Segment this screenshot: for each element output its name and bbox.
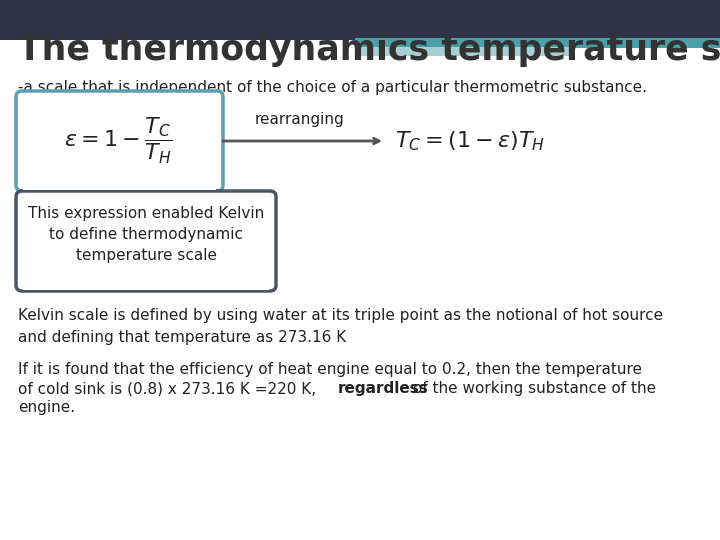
FancyBboxPatch shape bbox=[16, 191, 276, 291]
FancyBboxPatch shape bbox=[16, 91, 223, 191]
Text: engine.: engine. bbox=[18, 400, 75, 415]
Text: -a scale that is independent of the choice of a particular thermometric substanc: -a scale that is independent of the choi… bbox=[18, 80, 647, 95]
FancyBboxPatch shape bbox=[355, 47, 575, 56]
FancyBboxPatch shape bbox=[23, 275, 269, 290]
Text: $T_C = (1-\varepsilon)T_H$: $T_C = (1-\varepsilon)T_H$ bbox=[395, 129, 545, 153]
Text: rearranging: rearranging bbox=[255, 112, 345, 127]
FancyBboxPatch shape bbox=[355, 38, 720, 48]
Text: of cold sink is (0.8) x 273.16 K =220 K,: of cold sink is (0.8) x 273.16 K =220 K, bbox=[18, 381, 321, 396]
Text: The thermodynamics temperature scale: The thermodynamics temperature scale bbox=[18, 33, 720, 67]
Text: regardless: regardless bbox=[338, 381, 428, 396]
Text: $\varepsilon = 1 - \dfrac{T_C}{T_H}$: $\varepsilon = 1 - \dfrac{T_C}{T_H}$ bbox=[63, 116, 172, 166]
Text: Kelvin scale is defined by using water at its triple point as the notional of ho: Kelvin scale is defined by using water a… bbox=[18, 308, 663, 345]
Polygon shape bbox=[90, 185, 140, 222]
Text: If it is found that the efficiency of heat engine equal to 0.2, then the tempera: If it is found that the efficiency of he… bbox=[18, 362, 642, 377]
FancyBboxPatch shape bbox=[0, 0, 720, 40]
FancyBboxPatch shape bbox=[23, 178, 216, 190]
Text: of the working substance of the: of the working substance of the bbox=[408, 381, 656, 396]
Text: This expression enabled Kelvin
to define thermodynamic
temperature scale: This expression enabled Kelvin to define… bbox=[28, 206, 264, 263]
